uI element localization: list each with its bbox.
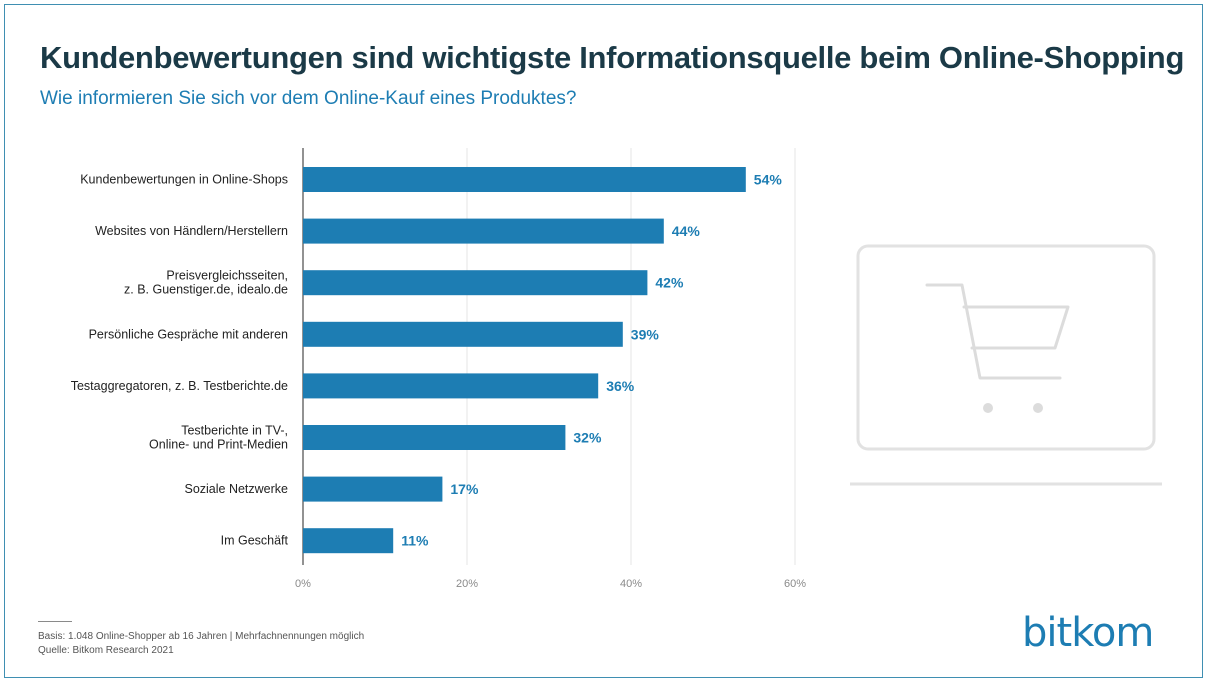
bar	[303, 167, 746, 192]
category-label-line: Testberichte in TV-,	[181, 424, 288, 438]
shopping-cart-icon	[925, 283, 1070, 380]
value-label: 54%	[754, 172, 783, 188]
category-label-line: Online- und Print-Medien	[149, 438, 288, 452]
chart-subtitle: Wie informieren Sie sich vor dem Online-…	[40, 88, 577, 109]
value-label: 32%	[573, 430, 602, 446]
value-label: 39%	[631, 326, 660, 342]
bitkom-logo: bitkom	[1022, 610, 1154, 656]
category-label-line: Preisvergleichsseiten,	[166, 269, 288, 283]
value-label: 11%	[401, 533, 429, 549]
category-label-line: Persönliche Gespräche mit anderen	[89, 327, 288, 341]
category-label: Testberichte in TV-, Online- und Print-Me…	[149, 424, 288, 452]
category-label: Persönliche Gespräche mit anderen	[89, 327, 288, 341]
value-label: 42%	[655, 275, 684, 291]
category-label-line: Im Geschäft	[221, 534, 289, 548]
bar	[303, 373, 599, 399]
screen-frame-icon	[856, 244, 1156, 451]
category-label-line: Soziale Netzwerke	[184, 482, 288, 496]
chart-title: Kundenbewertungen sind wichtigste Inform…	[40, 40, 1185, 75]
cart-wheel-icon	[983, 403, 993, 413]
footnote-basis: Basis: 1.048 Online-Shopper ab 16 Jahren…	[38, 631, 365, 642]
category-label-line: Kundenbewertungen in Online-Shops	[80, 173, 288, 187]
chart-frame	[4, 4, 1203, 678]
bar	[303, 270, 648, 296]
value-label: 44%	[672, 223, 701, 239]
bar	[303, 425, 566, 450]
bar	[303, 218, 664, 244]
x-tick-label: 60%	[784, 578, 806, 590]
category-label: Im Geschäft	[221, 534, 289, 548]
footnote-rule	[38, 621, 72, 622]
bar	[303, 528, 394, 554]
bar	[303, 321, 623, 347]
value-label: 17%	[450, 481, 479, 497]
category-label-line: Websites von Händlern/Herstellern	[95, 224, 288, 238]
category-label: Preisvergleichsseiten, z. B. Guenstiger.d…	[124, 269, 288, 297]
category-label: Soziale Netzwerke	[184, 482, 288, 496]
category-label: Testaggregatoren, z. B. Testberichte.de	[71, 379, 288, 393]
value-label: 36%	[606, 378, 635, 394]
cart-wheel-icon	[1033, 403, 1043, 413]
footnote-source: Quelle: Bitkom Research 2021	[38, 645, 174, 656]
x-tick-label: 0%	[295, 578, 311, 590]
category-label-line: z. B. Guenstiger.de, idealo.de	[124, 283, 288, 297]
category-label-line: Testaggregatoren, z. B. Testberichte.de	[71, 379, 288, 393]
x-tick-label: 40%	[620, 578, 642, 590]
category-label: Kundenbewertungen in Online-Shops	[80, 173, 288, 187]
x-tick-label: 20%	[456, 578, 478, 590]
category-label: Websites von Händlern/Herstellern	[95, 224, 288, 238]
bar	[303, 476, 443, 502]
